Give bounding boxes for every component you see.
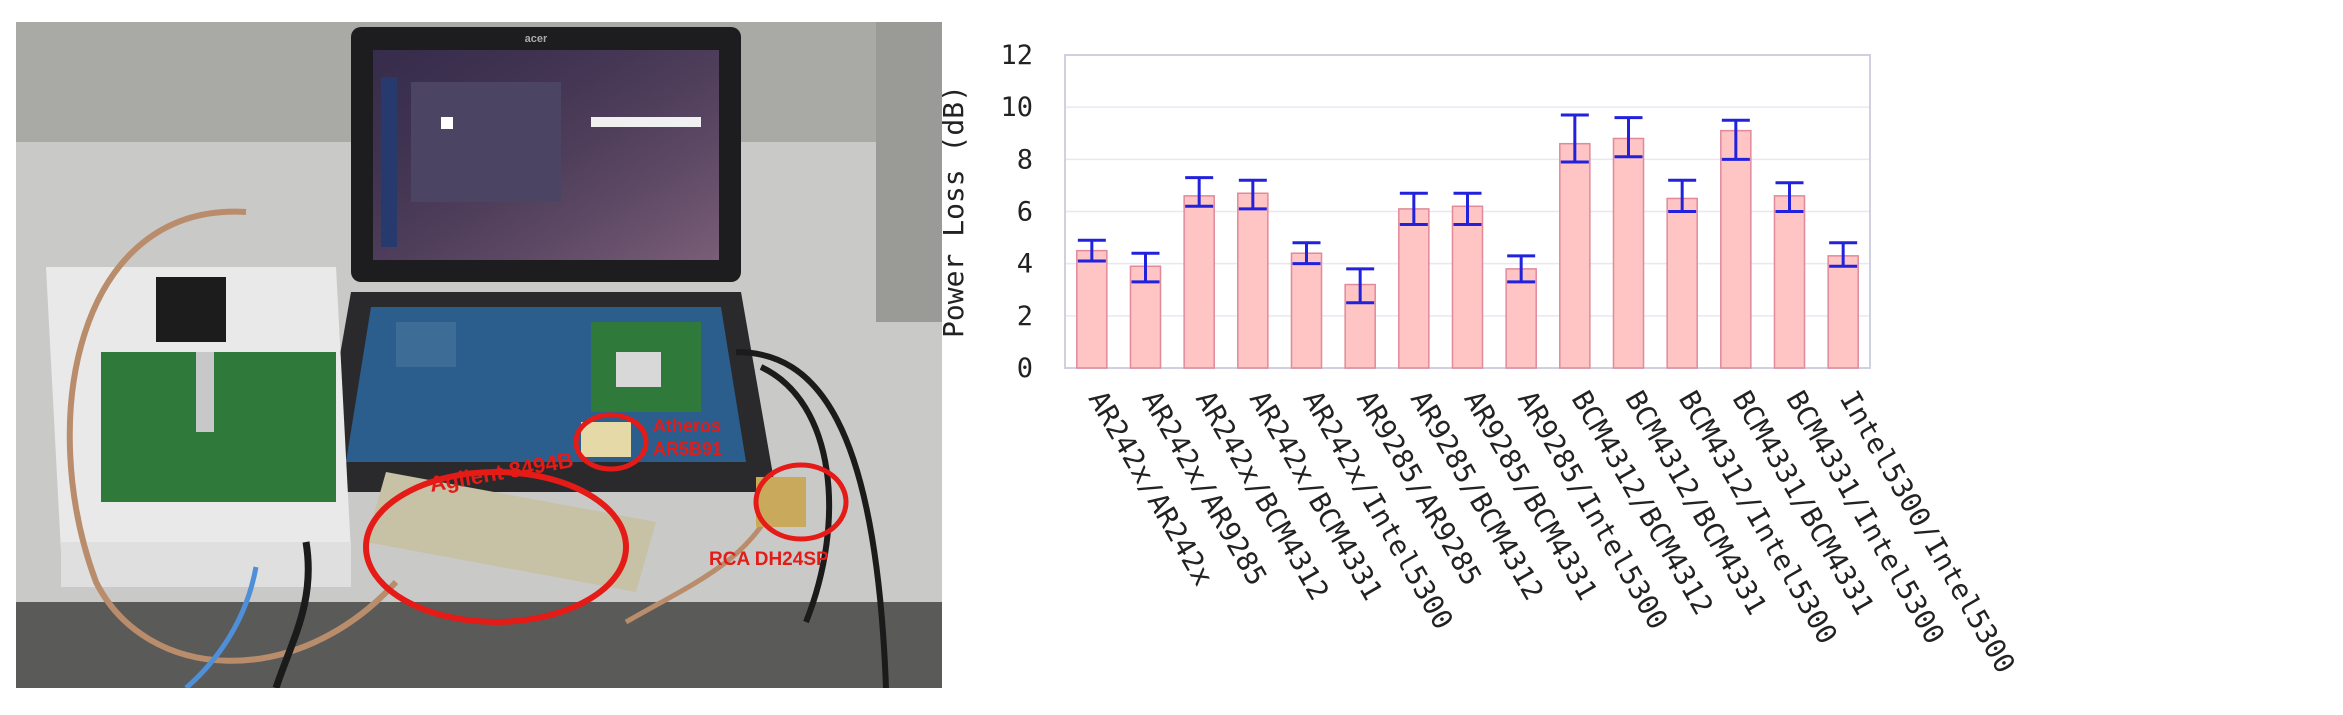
radio-board [101,352,336,502]
error-bar-2 [1131,251,1160,284]
error-bar-14 [1775,181,1804,213]
bar-1 [1076,249,1108,369]
error-bar-15 [1829,241,1858,268]
bar-7 [1398,208,1430,369]
cubicle-panel [876,22,942,322]
power-cable [272,541,312,688]
atheros-card [581,422,631,457]
y-tick-label-10: 10 [1000,92,1033,123]
chart-error-bars [1077,113,1858,305]
error-bar-5 [1292,241,1321,266]
y-tick-label-12: 12 [1000,40,1033,71]
error-bar-6 [1346,267,1375,305]
bar-12 [1666,197,1698,369]
error-bar-13 [1721,118,1750,161]
rca-annotation-circle [753,462,849,542]
error-bar-3 [1185,176,1214,208]
rf-cable-left [66,208,399,664]
screen-window-bar [591,117,701,127]
bar-11 [1612,137,1645,369]
usrp-front-panel [61,542,351,587]
error-bar-9 [1507,254,1536,284]
atheros-label-line2: AR5B91 [653,439,722,459]
pci-card-shield [616,352,661,387]
error-bar-12 [1668,178,1697,213]
agilent-annotation-circle [363,469,629,625]
screen-highlight [441,117,453,129]
atheros-annotation-circle [573,412,649,472]
error-bar-11 [1614,116,1643,159]
y-tick-label-0: 0 [1017,353,1033,384]
motherboard-chip [396,322,456,367]
setup-photo: acer Agilent 8494B Atheros AR5B91 RCA DH… [16,22,942,688]
cooling-fan [156,277,226,342]
board-shield [196,352,214,432]
chart-bars [1076,129,1859,369]
bar-14 [1773,195,1806,369]
attenuator [366,472,656,592]
screen-launcher [381,77,397,247]
error-bar-10 [1560,113,1589,164]
antenna-cable-1 [735,349,889,688]
bar-13 [1720,129,1752,369]
y-tick-label-2: 2 [1017,301,1033,332]
bar-3 [1183,195,1215,369]
error-bar-1 [1077,238,1106,263]
error-bar-4 [1238,178,1267,211]
rca-label: RCA DH24SP [709,549,829,570]
ethernet-cable [184,566,259,688]
y-tick-label-4: 4 [1017,249,1033,280]
error-bar-8 [1453,191,1482,227]
error-bar-7 [1399,191,1428,227]
bar-5 [1290,252,1323,369]
bar-9 [1505,268,1537,369]
bar-10 [1559,142,1591,369]
screen-terminal [411,82,561,202]
y-tick-label-6: 6 [1017,197,1033,228]
x-axis-labels: AR242x/AR242xAR242x/AR9285AR242x/BCM4312… [1082,385,2022,679]
bar-8 [1451,205,1484,369]
atheros-label-line1: Atheros [653,416,721,436]
y-axis-ticks: 0 2 4 6 8 10 12 [1000,40,1033,384]
y-tick-label-8: 8 [1017,144,1033,175]
bar-15 [1827,255,1859,369]
desk-edge [16,602,942,688]
bar-4 [1237,192,1269,369]
setup-photo-drawing: acer Agilent 8494B Atheros AR5B91 RCA DH… [16,22,942,688]
laptop-brand: acer [525,33,548,45]
rf-splitter [756,477,806,527]
y-axis-label: Power Loss (dB) [937,85,970,338]
